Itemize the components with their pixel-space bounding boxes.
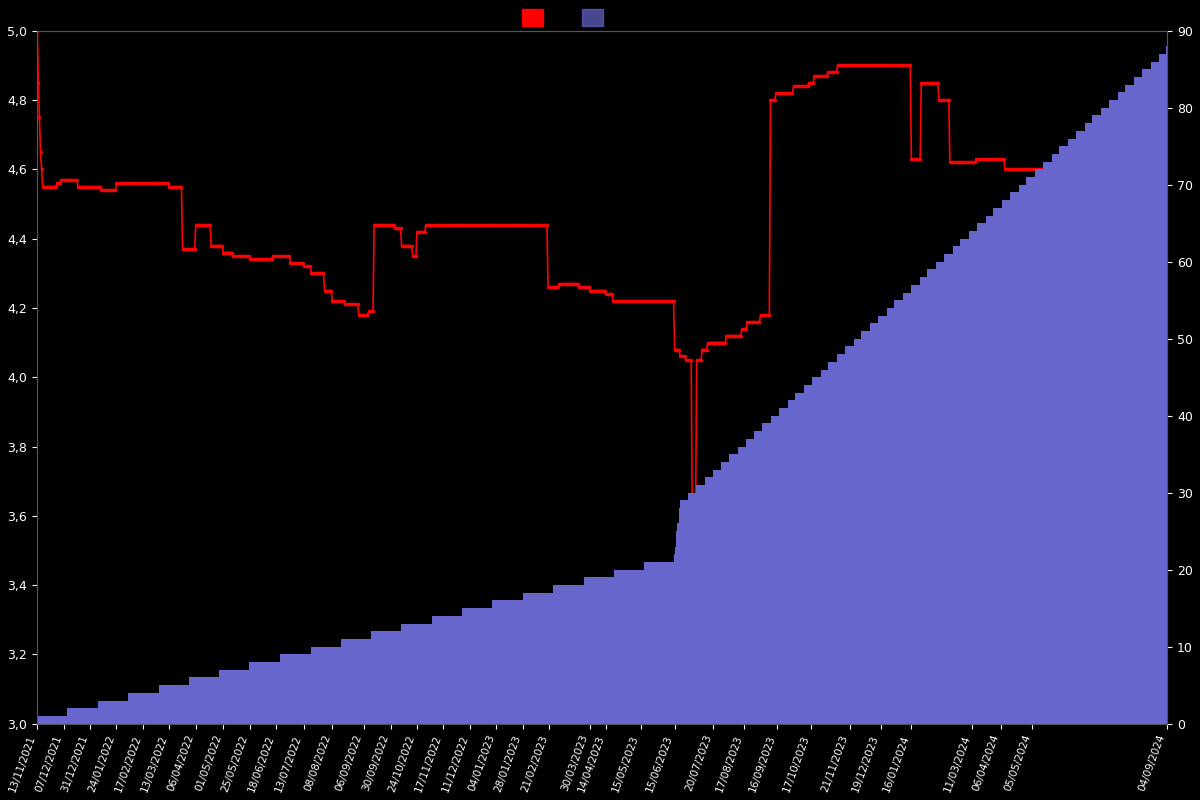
Legend: , : , <box>517 3 619 31</box>
